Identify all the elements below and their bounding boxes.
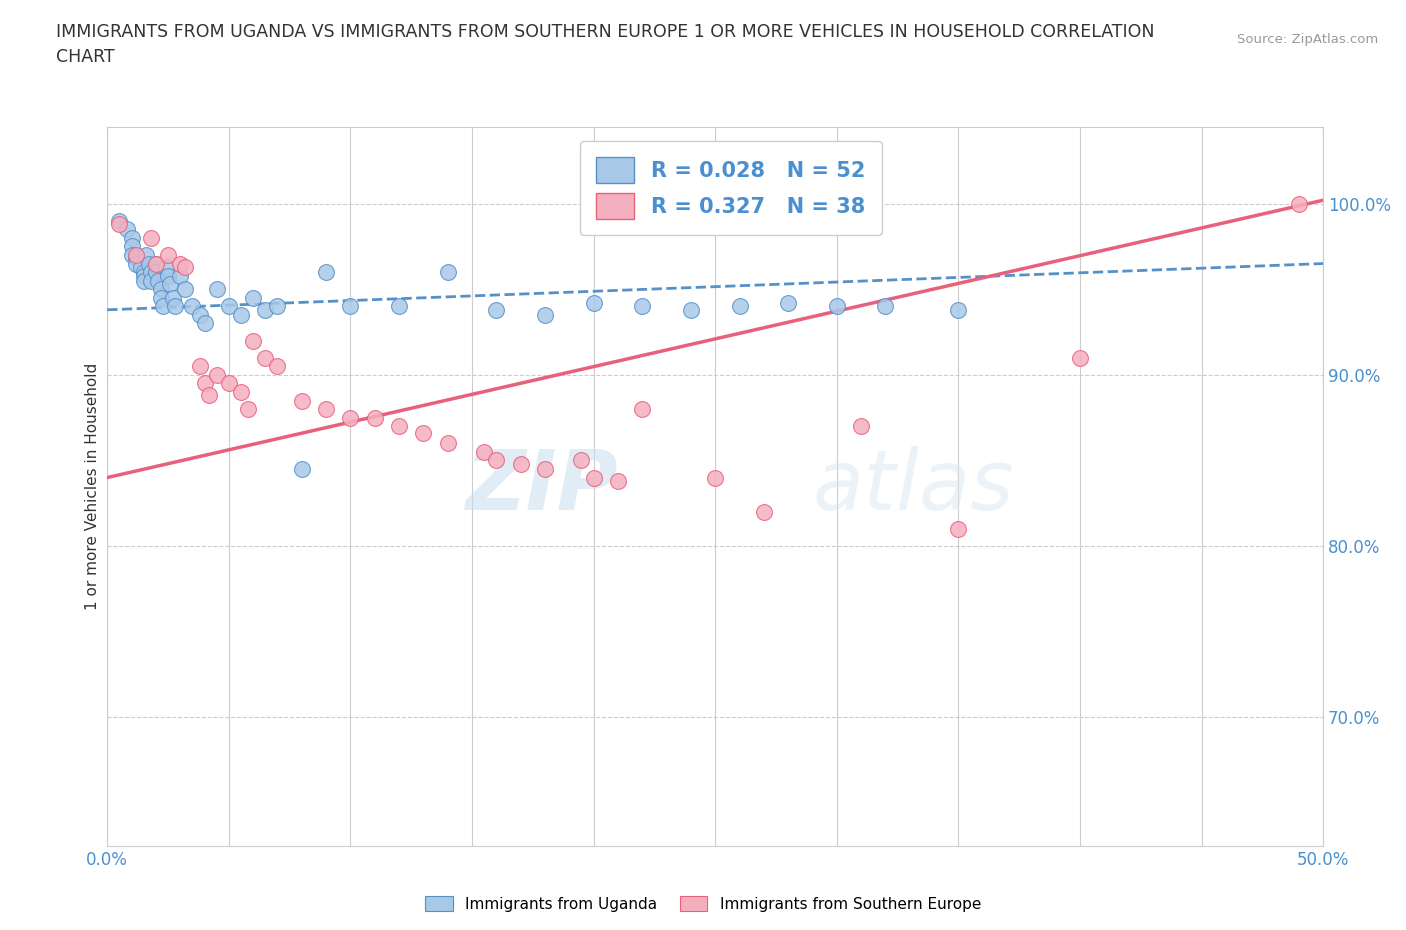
- Point: [388, 418, 411, 433]
- Text: IMMIGRANTS FROM UGANDA VS IMMIGRANTS FROM SOUTHERN EUROPE 1 OR MORE VEHICLES IN : IMMIGRANTS FROM UGANDA VS IMMIGRANTS FRO…: [56, 23, 1154, 66]
- Point: [238, 402, 260, 417]
- Point: [145, 256, 167, 271]
- Point: [291, 461, 314, 476]
- Point: [266, 359, 288, 374]
- Point: [218, 299, 240, 313]
- Point: [139, 231, 162, 246]
- Point: [875, 299, 897, 313]
- Text: atlas: atlas: [813, 445, 1014, 526]
- Point: [728, 299, 751, 313]
- Point: [509, 457, 531, 472]
- Point: [152, 299, 174, 313]
- Point: [606, 473, 628, 488]
- Point: [242, 290, 264, 305]
- Point: [825, 299, 848, 313]
- Point: [125, 251, 148, 266]
- Point: [169, 268, 191, 283]
- Text: ZIP: ZIP: [465, 445, 617, 526]
- Point: [631, 299, 654, 313]
- Point: [139, 273, 162, 288]
- Point: [205, 282, 228, 297]
- Point: [752, 504, 775, 519]
- Point: [149, 290, 172, 305]
- Point: [571, 453, 593, 468]
- Point: [188, 359, 211, 374]
- Point: [193, 376, 215, 391]
- Point: [218, 376, 240, 391]
- Point: [631, 402, 654, 417]
- Point: [159, 276, 181, 291]
- Point: [155, 259, 177, 274]
- Point: [582, 471, 605, 485]
- Point: [138, 256, 160, 271]
- Point: [148, 273, 170, 288]
- Point: [132, 265, 155, 280]
- Point: [157, 247, 180, 262]
- Point: [132, 268, 155, 283]
- Point: [149, 282, 172, 297]
- Point: [165, 299, 187, 313]
- Point: [129, 259, 152, 274]
- Point: [198, 388, 221, 403]
- Point: [291, 393, 314, 408]
- Point: [125, 247, 148, 262]
- Point: [121, 231, 143, 246]
- Point: [188, 308, 211, 323]
- Point: [266, 299, 288, 313]
- Point: [679, 302, 702, 317]
- Point: [121, 247, 143, 262]
- Legend: R = 0.028   N = 52, R = 0.327   N = 38: R = 0.028 N = 52, R = 0.327 N = 38: [579, 140, 882, 235]
- Point: [205, 367, 228, 382]
- Point: [534, 308, 557, 323]
- Point: [169, 256, 191, 271]
- Legend: Immigrants from Uganda, Immigrants from Southern Europe: Immigrants from Uganda, Immigrants from …: [419, 889, 987, 918]
- Point: [157, 268, 180, 283]
- Point: [485, 302, 508, 317]
- Point: [1069, 351, 1091, 365]
- Point: [339, 299, 361, 313]
- Point: [115, 222, 138, 237]
- Point: [254, 351, 277, 365]
- Point: [485, 453, 508, 468]
- Point: [472, 445, 495, 459]
- Point: [174, 259, 197, 274]
- Y-axis label: 1 or more Vehicles in Household: 1 or more Vehicles in Household: [86, 363, 100, 610]
- Point: [229, 308, 252, 323]
- Point: [242, 333, 264, 348]
- Point: [139, 265, 162, 280]
- Point: [145, 265, 167, 280]
- Point: [412, 426, 434, 441]
- Point: [436, 436, 458, 451]
- Point: [162, 290, 184, 305]
- Point: [948, 522, 970, 537]
- Point: [315, 265, 337, 280]
- Point: [254, 302, 277, 317]
- Point: [1288, 196, 1310, 211]
- Point: [121, 239, 143, 254]
- Point: [135, 247, 157, 262]
- Point: [315, 402, 337, 417]
- Point: [364, 410, 387, 425]
- Point: [174, 282, 197, 297]
- Point: [436, 265, 458, 280]
- Point: [181, 299, 204, 313]
- Point: [193, 316, 215, 331]
- Point: [704, 471, 727, 485]
- Point: [778, 296, 800, 311]
- Point: [108, 217, 131, 232]
- Text: Source: ZipAtlas.com: Source: ZipAtlas.com: [1237, 33, 1378, 46]
- Point: [108, 213, 131, 228]
- Point: [339, 410, 361, 425]
- Point: [125, 256, 148, 271]
- Point: [948, 302, 970, 317]
- Point: [388, 299, 411, 313]
- Point: [132, 273, 155, 288]
- Point: [582, 296, 605, 311]
- Point: [145, 256, 167, 271]
- Point: [229, 384, 252, 399]
- Point: [534, 461, 557, 476]
- Point: [849, 418, 872, 433]
